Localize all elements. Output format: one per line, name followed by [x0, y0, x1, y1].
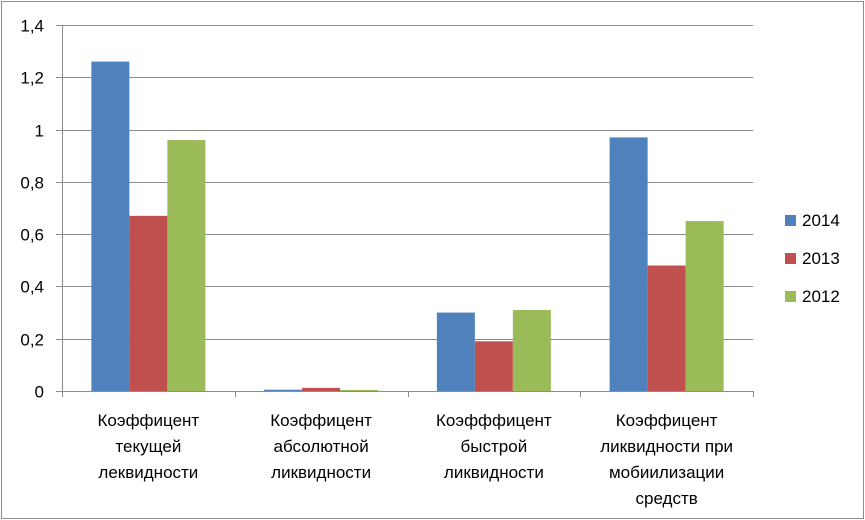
- y-tick-label: 1,2: [20, 69, 44, 88]
- x-category-label-line: ликвидности: [444, 463, 544, 482]
- bar-2014: [609, 137, 648, 391]
- legend-label-2014: 2014: [802, 211, 840, 230]
- bar-2012: [685, 221, 724, 391]
- x-category-label-line: Коэффицент: [98, 411, 200, 430]
- y-tick-label: 0,8: [20, 174, 44, 193]
- x-category-label-line: Коэффицент: [270, 411, 372, 430]
- x-category-label-line: быстрой: [461, 437, 528, 456]
- x-axis-labels: Коэффицент текущей леквидности Коэффицент аб…: [98, 411, 734, 508]
- bar-2013: [474, 341, 513, 391]
- x-category-label-line: ликвидности при: [600, 437, 733, 456]
- bar-2013: [129, 215, 168, 391]
- x-category-label: Коэфффицент быстрой ликвидности: [436, 411, 552, 482]
- y-tick-label: 0,2: [20, 331, 44, 350]
- x-category-label-line: леквидности: [98, 463, 198, 482]
- legend-swatch-2014: [785, 215, 796, 226]
- legend-swatch-2012: [785, 291, 796, 302]
- bars: [91, 61, 724, 391]
- y-tick-label: 0,6: [20, 226, 44, 245]
- bar-2014: [91, 61, 130, 391]
- axes: [56, 25, 754, 397]
- bar-2012: [512, 309, 551, 391]
- legend-label-2013: 2013: [802, 249, 840, 268]
- x-category-label: Коэффицент абсолютной ликвидности: [270, 411, 372, 482]
- bar-2013: [647, 265, 686, 391]
- bar-2012: [340, 389, 379, 391]
- y-tick-label: 1,4: [20, 17, 44, 36]
- y-tick-label: 1: [35, 122, 44, 141]
- legend: 2014 2013 2012: [785, 211, 840, 306]
- bar-2014: [264, 389, 303, 391]
- x-category-label-line: мобиилизации: [609, 463, 724, 482]
- x-category-label-line: средств: [635, 489, 697, 508]
- legend-swatch-2013: [785, 253, 796, 264]
- x-category-label: Коэффицент ликвидности при мобиилизации сре…: [600, 411, 733, 508]
- bar-2014: [436, 312, 475, 391]
- x-category-label-line: Коэфффицент: [436, 411, 552, 430]
- x-category-label-line: абсолютной: [274, 437, 369, 456]
- x-category-label-line: Коэффицент: [616, 411, 718, 430]
- x-category-label-line: текущей: [115, 437, 181, 456]
- y-axis-ticks: 0 0,2 0,4 0,6 0,8 1 1,2 1,4: [20, 17, 44, 402]
- bar-2013: [302, 387, 341, 391]
- x-category-label: Коэффицент текущей леквидности: [98, 411, 200, 482]
- bar-2012: [167, 140, 206, 391]
- y-tick-label: 0,4: [20, 278, 44, 297]
- y-tick-label: 0: [35, 383, 44, 402]
- legend-label-2012: 2012: [802, 287, 840, 306]
- x-category-label-line: ликвидности: [271, 463, 371, 482]
